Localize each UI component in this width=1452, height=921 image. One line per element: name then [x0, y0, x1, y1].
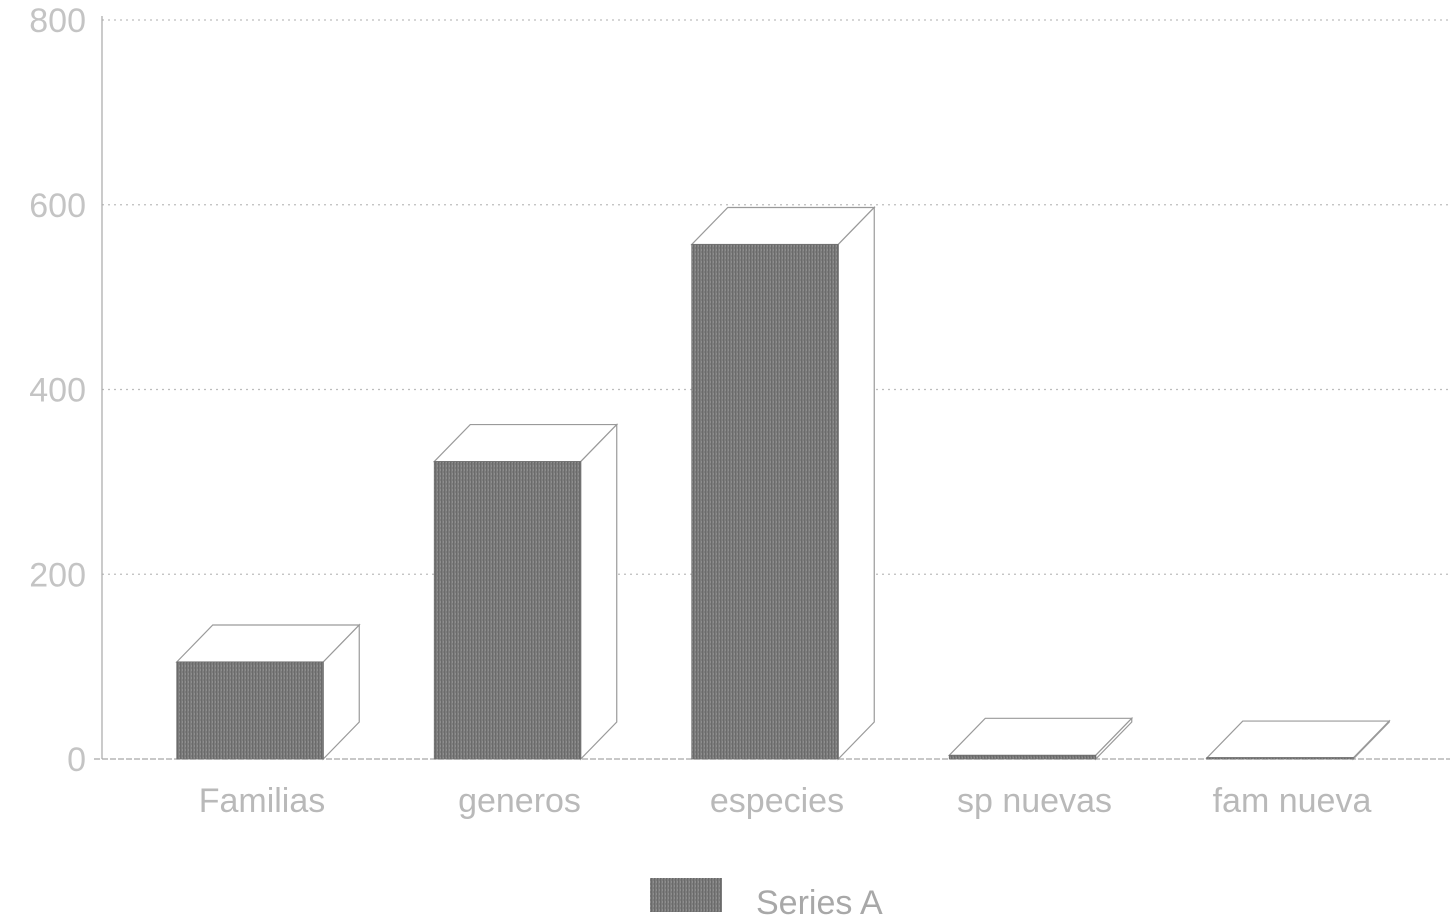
- bar-group: [175, 623, 361, 761]
- bar: [948, 754, 1097, 760]
- category-labels: Familias generos especies sp nuevas fam nuev…: [199, 782, 1372, 820]
- x-tick-label: sp nuevas: [957, 782, 1112, 820]
- y-tick-label: 0: [67, 741, 86, 779]
- y-tick-label: 800: [29, 2, 86, 40]
- bar-side-face: [580, 423, 618, 761]
- bar-group: [690, 205, 876, 761]
- x-tick-label: especies: [710, 782, 844, 820]
- x-tick-label: fam nueva: [1213, 782, 1372, 820]
- legend-swatch: [650, 878, 722, 912]
- bar: [176, 661, 324, 760]
- y-tick-label: 600: [29, 187, 86, 225]
- bar-group: [1205, 719, 1391, 761]
- legend-label: Series A: [756, 884, 883, 921]
- y-tick-labels: 0 200 400 600 800: [29, 2, 86, 779]
- bar: [691, 244, 839, 760]
- bar: [433, 461, 582, 760]
- bars: [175, 205, 1391, 761]
- bar-side-face: [837, 205, 875, 761]
- y-tick-label: 200: [29, 556, 86, 594]
- x-tick-label: Familias: [199, 782, 326, 820]
- bar-group: [947, 716, 1134, 761]
- legend: Series A: [650, 878, 883, 921]
- x-tick-label: generos: [458, 782, 581, 820]
- bar: [1206, 757, 1354, 760]
- bar-top-face: [1205, 720, 1391, 759]
- bar-group: [432, 423, 619, 761]
- y-tick-label: 400: [29, 372, 86, 410]
